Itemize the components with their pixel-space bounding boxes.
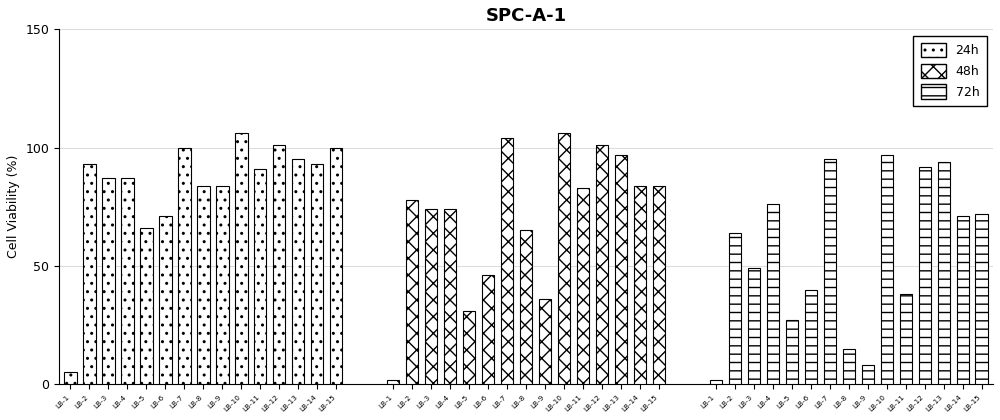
Bar xyxy=(767,205,779,384)
Bar xyxy=(235,134,248,384)
Bar xyxy=(444,209,456,384)
Bar xyxy=(539,299,551,384)
Bar xyxy=(406,200,418,384)
Bar xyxy=(102,178,115,384)
Bar xyxy=(463,311,475,384)
Title: SPC-A-1: SPC-A-1 xyxy=(486,7,567,25)
Bar xyxy=(83,164,96,384)
Bar xyxy=(558,134,570,384)
Bar xyxy=(501,138,513,384)
Bar xyxy=(786,320,798,384)
Bar xyxy=(596,145,608,384)
Bar xyxy=(881,155,893,384)
Bar xyxy=(975,214,988,384)
Bar xyxy=(64,373,77,384)
Bar xyxy=(311,164,323,384)
Bar xyxy=(387,380,399,384)
Bar xyxy=(653,186,665,384)
Bar xyxy=(292,160,304,384)
Bar xyxy=(957,216,969,384)
Bar xyxy=(121,178,134,384)
Bar xyxy=(178,147,191,384)
Bar xyxy=(159,216,172,384)
Bar xyxy=(216,186,229,384)
Bar xyxy=(577,188,589,384)
Bar xyxy=(615,155,627,384)
Y-axis label: Cell Viability (%): Cell Viability (%) xyxy=(7,155,20,258)
Bar xyxy=(824,160,836,384)
Bar xyxy=(140,228,153,384)
Bar xyxy=(330,147,342,384)
Bar xyxy=(520,231,532,384)
Bar xyxy=(254,169,266,384)
Bar xyxy=(197,186,210,384)
Legend: 24h, 48h, 72h: 24h, 48h, 72h xyxy=(913,36,987,106)
Bar xyxy=(805,290,817,384)
Bar xyxy=(425,209,437,384)
Bar xyxy=(729,233,741,384)
Bar xyxy=(862,365,874,384)
Bar xyxy=(710,380,722,384)
Bar xyxy=(900,294,912,384)
Bar xyxy=(938,162,950,384)
Bar xyxy=(919,167,931,384)
Bar xyxy=(482,276,494,384)
Bar xyxy=(748,268,760,384)
Bar xyxy=(634,186,646,384)
Bar xyxy=(843,349,855,384)
Bar xyxy=(273,145,285,384)
